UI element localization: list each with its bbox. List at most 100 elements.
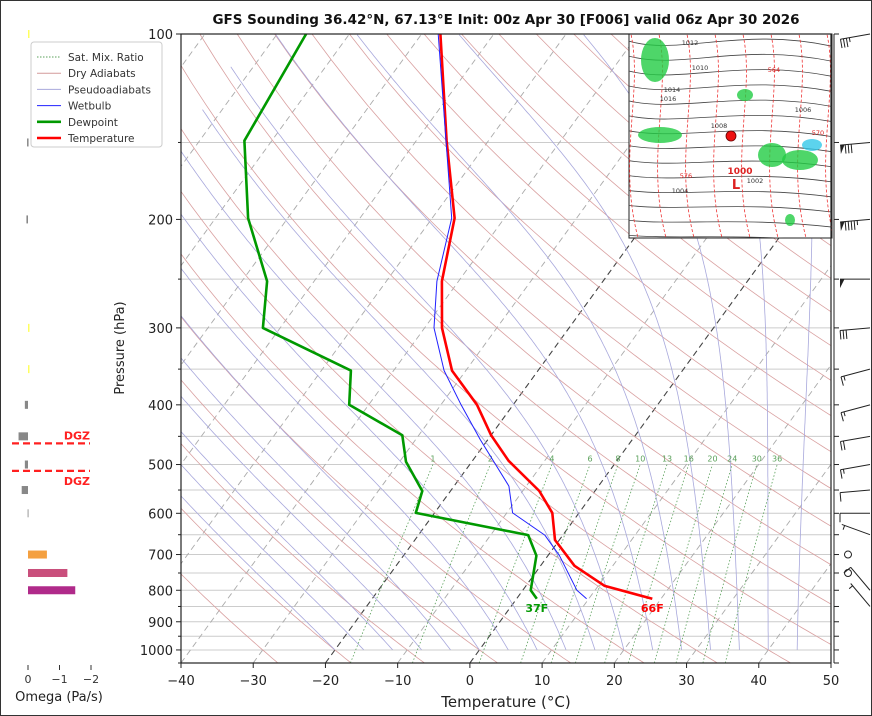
wetbulb-line xyxy=(433,34,587,600)
wind-barb-icon xyxy=(840,278,870,289)
mixing-ratio-line xyxy=(702,464,758,663)
inset-map-label: 1002 xyxy=(747,177,764,185)
pseudoadiabat-line xyxy=(181,431,393,651)
wind-barb-pennant xyxy=(840,144,845,155)
inset-map-label: 1012 xyxy=(682,39,699,47)
pseudoadiabat-line xyxy=(181,150,567,651)
pressure-contour xyxy=(629,99,832,108)
wind-barb-icon xyxy=(840,141,871,155)
wind-barb-staff xyxy=(840,489,871,494)
precip-area xyxy=(782,150,818,170)
wind-barb-staff xyxy=(850,583,871,607)
temperature-line xyxy=(439,34,653,601)
dry-adiabat-line xyxy=(181,443,425,663)
wind-barb-flag xyxy=(844,221,847,231)
wind-barb-flag xyxy=(850,221,853,231)
mixing-ratio-label: 30 xyxy=(752,455,762,464)
wind-barb-flag xyxy=(847,144,850,154)
mixing-ratio-line xyxy=(653,464,713,663)
omega-tick-label: −1 xyxy=(51,673,67,686)
pressure-contour xyxy=(629,190,832,198)
mixing-ratio-line xyxy=(350,464,434,663)
omega-bar xyxy=(28,365,30,374)
omega-bar xyxy=(28,30,30,38)
omega-tick-label: 0 xyxy=(25,673,32,686)
mixing-ratio-line xyxy=(627,464,690,663)
mixing-ratio-line xyxy=(675,464,733,663)
dry-adiabat-line xyxy=(181,573,279,663)
wind-barb-icon xyxy=(839,489,871,502)
wind-barb-staff xyxy=(840,218,871,223)
legend-label: Dewpoint xyxy=(68,117,118,129)
mixing-ratio-label: 24 xyxy=(727,455,737,464)
wind-barb-icon xyxy=(843,566,871,591)
x-tick-label: 30 xyxy=(678,674,695,689)
omega-bar xyxy=(18,432,28,441)
precip-area xyxy=(758,143,786,167)
inset-map-label: 564 xyxy=(768,66,780,74)
omega-bar xyxy=(27,138,29,147)
wind-barb-flag xyxy=(843,566,852,574)
pseudoadiabat-line xyxy=(181,395,422,651)
dgz-label: DGZ xyxy=(64,429,90,442)
dry-adiabat-line xyxy=(181,190,718,663)
wind-barb-pennant xyxy=(840,221,845,231)
x-tick-label: −20 xyxy=(312,674,339,689)
wind-barb-staff xyxy=(840,327,871,331)
dry-adiabat-line xyxy=(349,34,831,453)
pseudoadiabat-line xyxy=(202,109,596,651)
wind-barb-staff xyxy=(840,141,871,146)
wind-barb-icon xyxy=(839,435,871,451)
inset-map-label: 1000 xyxy=(727,167,752,177)
inset-map-label: 576 xyxy=(680,172,692,180)
wind-barb-icon xyxy=(839,464,871,479)
isotherm-line xyxy=(181,34,567,565)
omega-bar xyxy=(24,460,28,469)
dry-adiabat-line xyxy=(199,34,831,605)
omega-bar xyxy=(28,586,76,595)
wind-barb-flag xyxy=(844,144,847,154)
mixing-ratio-line xyxy=(520,464,591,663)
pressure-contour xyxy=(629,84,832,92)
legend-label: Wetbulb xyxy=(68,101,112,113)
wind-barb-flag xyxy=(845,329,848,339)
mixing-ratio-line xyxy=(575,464,641,663)
wind-barb-half-flag xyxy=(848,37,851,43)
wind-barb-staff xyxy=(850,566,871,591)
dry-adiabat-line xyxy=(181,379,498,663)
pseudoadiabat-line xyxy=(181,267,509,651)
dry-adiabat-line xyxy=(274,34,831,527)
mixing-ratio-line xyxy=(550,464,619,663)
pressure-contour xyxy=(629,234,785,238)
dry-adiabat-line xyxy=(236,34,831,566)
pseudoadiabat-line xyxy=(230,66,625,650)
x-axis-label: Temperature (°C) xyxy=(440,693,570,711)
wind-barb-calm-icon xyxy=(844,550,852,559)
y-tick-label: 100 xyxy=(148,28,173,43)
mixing-ratio-label: 20 xyxy=(707,455,717,464)
inset-map-label: 1016 xyxy=(660,95,677,103)
dry-adiabat-line xyxy=(386,34,831,417)
inset-map-label: 1008 xyxy=(711,122,728,130)
isotherm-line xyxy=(181,34,639,663)
wind-barb-staff xyxy=(840,368,871,378)
wind-barb-staff xyxy=(840,435,871,443)
x-tick-label: 10 xyxy=(534,674,551,689)
omega-bar xyxy=(24,400,28,409)
mixing-ratio-label: 16 xyxy=(684,455,694,464)
wind-barb-calm-icon xyxy=(844,568,852,577)
inset-map-label: L xyxy=(732,178,740,193)
y-tick-label: 800 xyxy=(148,584,173,599)
wind-barb-flag xyxy=(842,440,846,450)
wind-barb-half-flag xyxy=(843,375,846,381)
inset-map-label: 1004 xyxy=(672,187,689,195)
mixing-ratio-line xyxy=(478,464,553,663)
wind-barb-flag xyxy=(839,469,843,479)
dgz-label: DGZ xyxy=(64,475,90,488)
x-tick-label: −30 xyxy=(240,674,267,689)
wind-barb-icon xyxy=(839,512,870,523)
wind-barb-flag xyxy=(839,330,842,340)
wind-barb-flag xyxy=(842,330,845,340)
